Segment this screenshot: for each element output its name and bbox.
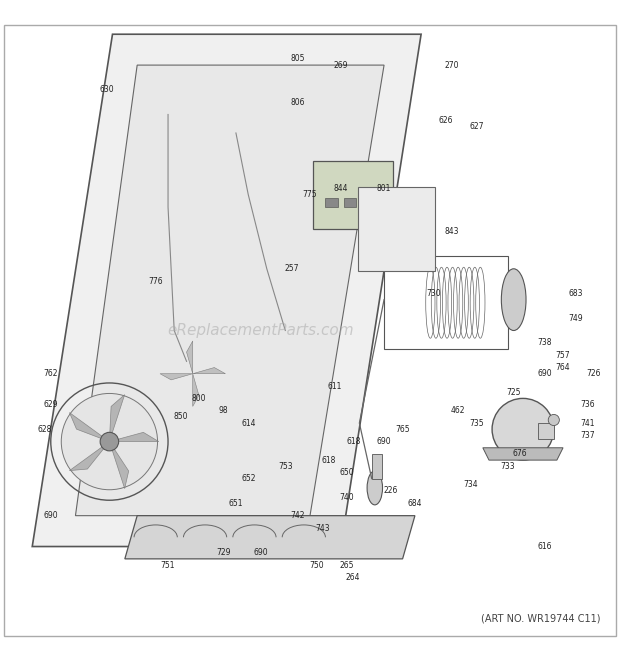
Polygon shape (109, 432, 159, 442)
Polygon shape (483, 447, 563, 460)
Text: 742: 742 (290, 511, 305, 520)
Text: eReplacementParts.com: eReplacementParts.com (167, 323, 354, 338)
Text: 775: 775 (303, 190, 317, 199)
Bar (373, 454, 381, 479)
Text: 776: 776 (148, 276, 163, 286)
Text: 690: 690 (377, 437, 391, 446)
Text: 690: 690 (43, 511, 58, 520)
Text: 750: 750 (309, 561, 324, 570)
Text: 650: 650 (340, 468, 355, 477)
Text: 98: 98 (219, 407, 228, 415)
Bar (326, 198, 338, 207)
Text: 265: 265 (340, 561, 354, 570)
Polygon shape (187, 341, 193, 373)
Text: 690: 690 (538, 369, 552, 378)
Polygon shape (109, 395, 125, 442)
Text: 618: 618 (346, 437, 360, 446)
Text: 737: 737 (580, 431, 595, 440)
Polygon shape (69, 412, 109, 442)
Text: 270: 270 (445, 61, 459, 69)
Text: 753: 753 (278, 462, 293, 471)
Text: 730: 730 (426, 289, 441, 298)
Circle shape (100, 432, 118, 451)
Text: 805: 805 (290, 54, 305, 63)
Polygon shape (109, 442, 129, 488)
Text: 738: 738 (538, 338, 552, 347)
Polygon shape (125, 516, 415, 559)
Bar (538, 423, 554, 438)
Text: 749: 749 (568, 314, 583, 323)
Polygon shape (193, 373, 199, 407)
Text: 733: 733 (500, 462, 515, 471)
Text: (ART NO. WR19744 C11): (ART NO. WR19744 C11) (480, 613, 600, 624)
Text: 735: 735 (469, 418, 484, 428)
Text: 734: 734 (463, 481, 478, 489)
Circle shape (61, 393, 157, 490)
Text: 757: 757 (556, 351, 570, 360)
Text: 684: 684 (408, 499, 422, 508)
Text: 630: 630 (99, 85, 113, 95)
Ellipse shape (367, 471, 383, 505)
Text: 725: 725 (507, 388, 521, 397)
Text: 762: 762 (43, 369, 58, 378)
Text: 729: 729 (216, 548, 231, 557)
Text: 683: 683 (568, 289, 583, 298)
Text: 628: 628 (37, 425, 52, 434)
Text: 626: 626 (438, 116, 453, 125)
Text: 676: 676 (513, 449, 527, 459)
Text: 740: 740 (340, 492, 355, 502)
Text: 627: 627 (469, 122, 484, 132)
Text: 269: 269 (334, 61, 348, 69)
Text: 616: 616 (538, 542, 552, 551)
Text: 843: 843 (445, 227, 459, 236)
Ellipse shape (548, 414, 559, 426)
Bar (344, 198, 356, 207)
Text: 618: 618 (321, 455, 335, 465)
Text: 226: 226 (383, 486, 397, 496)
Polygon shape (193, 368, 226, 373)
Bar (363, 198, 375, 207)
Text: 690: 690 (254, 548, 268, 557)
FancyBboxPatch shape (358, 186, 435, 270)
Text: 257: 257 (284, 264, 299, 273)
Text: 652: 652 (241, 474, 255, 483)
Text: 801: 801 (377, 184, 391, 193)
Ellipse shape (502, 269, 526, 330)
Text: 844: 844 (334, 184, 348, 193)
Text: 741: 741 (580, 418, 595, 428)
Text: 736: 736 (580, 400, 595, 409)
Text: 651: 651 (229, 499, 243, 508)
Text: 765: 765 (396, 425, 410, 434)
Text: 614: 614 (241, 418, 255, 428)
Ellipse shape (492, 399, 554, 460)
Text: 462: 462 (451, 407, 466, 415)
Text: 743: 743 (315, 524, 330, 533)
Text: 850: 850 (173, 412, 188, 422)
Polygon shape (160, 373, 193, 380)
Text: 751: 751 (161, 561, 175, 570)
Polygon shape (69, 442, 109, 471)
Text: 264: 264 (346, 573, 360, 582)
Polygon shape (32, 34, 421, 547)
FancyBboxPatch shape (313, 161, 393, 229)
Text: 611: 611 (327, 381, 342, 391)
Text: 764: 764 (556, 363, 570, 372)
Text: 806: 806 (290, 98, 305, 106)
Text: 800: 800 (192, 394, 206, 403)
Text: 726: 726 (587, 369, 601, 378)
Polygon shape (76, 65, 384, 516)
Text: 629: 629 (43, 400, 58, 409)
